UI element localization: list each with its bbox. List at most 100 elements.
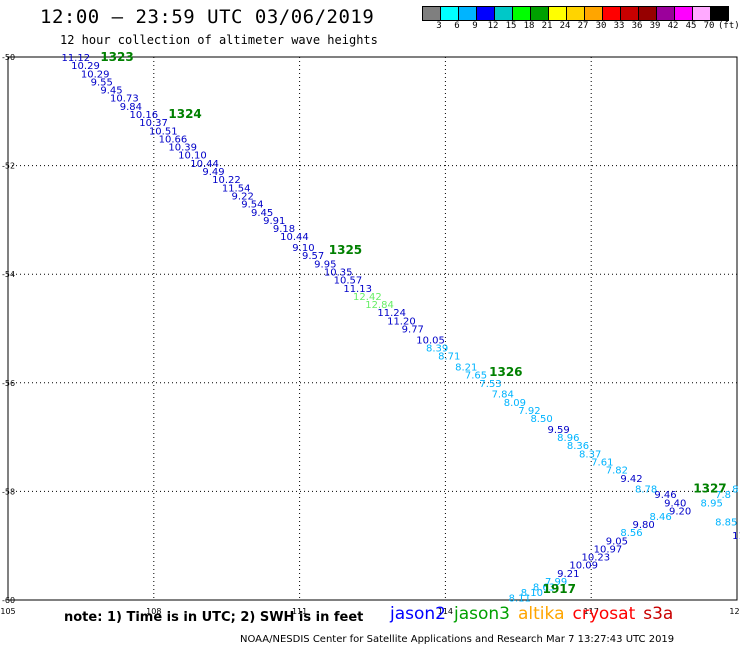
wave-height-value: 9.45: [100, 86, 122, 97]
color-legend-label: 45: [685, 21, 697, 31]
color-legend-label: 6: [454, 21, 460, 31]
wave-height-value: 10.22: [212, 175, 241, 186]
wave-height-value: 10.57: [334, 276, 363, 287]
color-legend-label: 42: [667, 21, 679, 31]
y-tick-label: -52: [2, 162, 15, 171]
wave-height-value: 9.91: [263, 216, 285, 227]
satellite-jason3: jason3: [454, 604, 510, 624]
track-number-label: 1917: [543, 582, 576, 596]
y-tick-label: -60: [2, 596, 15, 605]
x-tick-label: 108: [146, 607, 161, 616]
color-swatch: [710, 6, 729, 21]
wave-height-value: 8.85: [715, 517, 737, 528]
wave-height-value: 10.16: [130, 110, 159, 121]
track-number-label: 1325: [329, 243, 362, 257]
wave-height-value: 9.40: [664, 498, 686, 509]
x-tick-label: 114: [438, 607, 453, 616]
color-legend-label: 18: [523, 21, 535, 31]
color-legend-label: 33: [613, 21, 625, 31]
wave-height-value: 9.80: [633, 520, 655, 531]
wave-height-value: 9.22: [232, 191, 254, 202]
y-tick-label: -58: [2, 487, 15, 496]
wave-height-value: 8.63: [533, 582, 555, 593]
page-title: 12:00 – 23:59 UTC 03/06/2019: [40, 6, 375, 28]
wave-height-value: 7.61: [591, 458, 613, 469]
wave-height-value: 10.29: [81, 69, 110, 80]
footer-credit: NOAA/NESDIS Center for Satellite Applica…: [240, 634, 675, 645]
wave-height-value: 9.10: [292, 243, 314, 254]
wave-height-value: 10.05: [416, 335, 445, 346]
color-legend-label: (ft): [718, 21, 740, 31]
wave-height-value: 9.42: [620, 474, 642, 485]
wave-height-value: 8.09: [504, 398, 526, 409]
satellite-s3a: s3a: [643, 604, 674, 624]
track-number-label: 1326: [489, 365, 522, 379]
y-tick-label: -56: [2, 379, 15, 388]
x-tick-label: 120: [729, 607, 740, 616]
color-legend-label: 39: [649, 21, 661, 31]
wave-height-value: 7.84: [492, 390, 514, 401]
wave-height-value: 8.46: [650, 512, 672, 523]
wave-height-value: 10.10: [178, 151, 207, 162]
wave-height-value: 9.21: [557, 569, 579, 580]
wave-height-value: 7.8: [715, 490, 731, 501]
wave-height-value: 10.44: [280, 232, 309, 243]
wave-height-value: 7.99: [545, 577, 567, 588]
wave-height-value: 10.51: [149, 126, 178, 137]
wave-height-value: 12.42: [353, 292, 382, 303]
y-tick-label: -50: [2, 53, 15, 62]
wave-height-value: 9.95: [314, 259, 336, 270]
wave-height-value: 7.53: [479, 379, 501, 390]
wave-height-value: 8.96: [557, 433, 579, 444]
wave-height-value: 8.11: [509, 593, 531, 604]
wave-height-value: 7.82: [606, 466, 628, 477]
wave-height-value: 8.56: [620, 528, 642, 539]
x-tick-label: 105: [0, 607, 15, 616]
wave-height-value: 10.29: [71, 61, 100, 72]
wave-height-value: 10.97: [594, 544, 623, 555]
x-tick-label: 117: [584, 607, 599, 616]
color-legend-labels: 3 6 9 12 15 18 21 24 27 30 33 36 39 42 45 70 (ft): [422, 21, 740, 33]
plot-frame: [7, 56, 738, 601]
wave-height-value: 9.49: [202, 167, 224, 178]
satellite-jason2: jason2: [390, 604, 446, 624]
track-number-label: 1323: [100, 50, 133, 64]
color-legend: [422, 6, 729, 21]
wave-height-value: 8.71: [438, 352, 460, 363]
color-legend-label: 30: [595, 21, 607, 31]
wave-height-value: 11.13: [343, 284, 372, 295]
wave-height-value: 8.78: [635, 485, 657, 496]
wave-height-value: 9.46: [654, 490, 676, 501]
wave-height-value: 9.57: [302, 251, 324, 262]
color-legend-label: 70: [703, 21, 715, 31]
wave-height-value: 8.37: [579, 449, 601, 460]
color-legend-label: 12: [487, 21, 499, 31]
page-subtitle: 12 hour collection of altimeter wave hei…: [60, 33, 378, 47]
wave-height-value: 9.54: [241, 200, 263, 211]
wave-height-value: 9.05: [606, 536, 628, 547]
wave-height-value: 11.20: [387, 316, 416, 327]
wave-height-value: 7.92: [518, 406, 540, 417]
wave-height-value: 9.45: [251, 208, 273, 219]
wave-height-value: 9.84: [120, 102, 142, 113]
satellite-altika: altika: [518, 604, 565, 624]
wave-height-value: 10.09: [569, 561, 598, 572]
wave-height-value: 11: [732, 531, 740, 542]
wave-height-value: 10.39: [168, 143, 197, 154]
color-legend-label: 3: [436, 21, 442, 31]
notes-text: note: 1) Time is in UTC; 2) SWH is in fe…: [64, 610, 364, 625]
wave-height-value: 8.10: [521, 588, 543, 599]
wave-height-value: 10.73: [110, 94, 139, 105]
wave-height-value: 8.39: [426, 344, 448, 355]
wave-height-value: 11.12: [61, 53, 90, 64]
satellite-cryosat: cryosat: [572, 604, 636, 624]
wave-height-value: 10.35: [324, 267, 353, 278]
wave-height-value: 9.59: [547, 425, 569, 436]
color-legend-label: 24: [559, 21, 571, 31]
color-legend-label: 36: [631, 21, 643, 31]
wave-height-value: 8.50: [530, 414, 552, 425]
wave-height-value: 8.95: [701, 498, 723, 509]
wave-height-value: 9.77: [402, 325, 424, 336]
wave-height-value: 10.44: [190, 159, 219, 170]
